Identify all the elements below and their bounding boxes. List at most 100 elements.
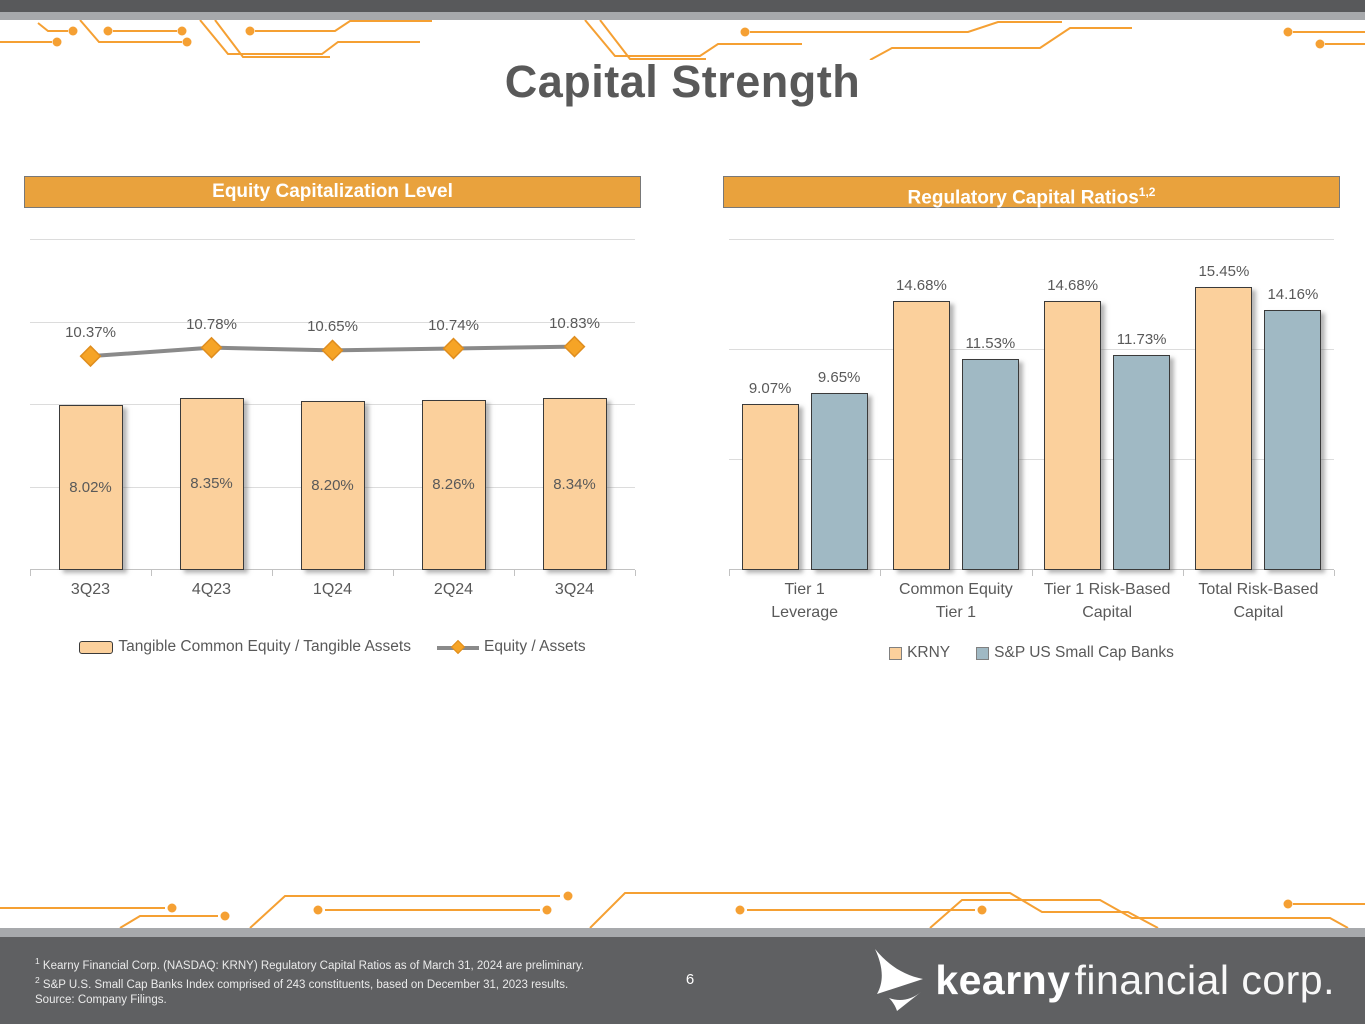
footnote-source: Source: Company Filings.: [35, 993, 167, 1006]
x-axis-label: 1Q24: [312, 581, 353, 598]
footnotes: 1 Kearny Financial Corp. (NASDAQ: KRNY) …: [35, 954, 584, 1007]
x-axis-label: Common Equity Tier 1: [898, 581, 1013, 621]
bar-3Q23: 8.02%: [58, 404, 123, 570]
axis-tick: [272, 570, 273, 576]
regulatory-chart-header: Regulatory Capital Ratios1,2: [723, 176, 1340, 208]
sp-banks-swatch-icon: [976, 646, 990, 660]
bar-swatch-icon: [79, 640, 114, 654]
x-axis-label: Total Risk-Based Capital: [1198, 581, 1319, 621]
bar-data-label: 9.65%: [817, 369, 861, 387]
diamond-marker-icon: [79, 345, 102, 368]
regulatory-chart-title-superscript: 1,2: [1138, 185, 1156, 199]
bar-3Q24: 8.34%: [542, 398, 607, 570]
equity-assets-line: [79, 335, 586, 368]
line-data-label: 10.74%: [428, 316, 479, 334]
axis-tick: [880, 570, 882, 576]
legend-item-sp-banks: S&P US Small Cap Banks: [976, 644, 1174, 662]
equity-chart-plot: 8.02% 8.35% 8.20% 8.26% 8.34% 10.37% 10.78% 10.…: [30, 239, 636, 576]
gridline: [30, 239, 635, 240]
bar-krny: [1195, 286, 1253, 570]
bar-data-label: 8.02%: [69, 478, 112, 496]
bar-data-label: 9.07%: [748, 379, 792, 397]
bar-data-label: 14.16%: [1267, 286, 1319, 304]
gridline: [30, 321, 635, 323]
bar-data-label: 11.73%: [1116, 330, 1167, 348]
page-number: 6: [685, 971, 695, 988]
x-axis-label: 3Q24: [554, 581, 595, 598]
axis-tick: [393, 570, 394, 576]
diamond-marker-icon: [200, 336, 223, 359]
diamond-marker-icon: [563, 335, 586, 358]
logo-text: kearnyfinancial corp.: [935, 956, 1335, 1003]
regulatory-chart-x-axis-labels: Tier 1 Leverage Common Equity Tier 1 Tier 1 …: [729, 578, 1334, 624]
line-data-label: 10.83%: [549, 314, 600, 332]
legend-label: Equity / Assets: [483, 638, 586, 655]
footnote-1: 1 Kearny Financial Corp. (NASDAQ: KRNY) …: [35, 956, 585, 972]
bar-s-p-us-small-cap-banks: [1113, 354, 1171, 570]
equity-chart-header: Equity Capitalization Level: [24, 176, 641, 208]
axis-tick: [635, 570, 636, 576]
line-data-label: 10.65%: [307, 318, 358, 336]
krny-swatch-icon: [889, 646, 903, 660]
equity-capitalization-chart: Equity Capitalization Level 8.02% 8.35% 8.…: [24, 176, 641, 696]
x-axis-label: 4Q23: [191, 581, 232, 598]
regulatory-chart-title: Regulatory Capital Ratios: [907, 187, 1139, 209]
circuit-pattern-top-decoration: [0, 20, 1365, 60]
bar-s-p-us-small-cap-banks: [810, 393, 868, 570]
bar-data-label: 14.68%: [895, 276, 947, 294]
diamond-marker-icon: [321, 339, 344, 362]
top-dark-bar: [0, 0, 1365, 12]
axis-tick: [1334, 570, 1335, 576]
bar-krny: [1044, 300, 1102, 570]
line-data-label: 10.78%: [186, 315, 237, 333]
x-axis-label: 3Q23: [70, 581, 111, 598]
bar-data-label: 14.68%: [1047, 276, 1099, 294]
x-axis-label: 2Q24: [433, 581, 474, 598]
bar-data-label: 8.20%: [311, 476, 354, 494]
legend-label: S&P US Small Cap Banks: [994, 644, 1174, 661]
legend-item-tce-ta: Tangible Common Equity / Tangible Assets: [79, 638, 411, 656]
bar-krny: [741, 403, 799, 570]
axis-tick: [30, 570, 31, 576]
x-axis-label: Tier 1 Risk-Based Capital: [1043, 581, 1171, 621]
equity-chart-title: Equity Capitalization Level: [212, 181, 453, 202]
gridline: [729, 239, 1334, 240]
bar-4Q23: 8.35%: [179, 397, 244, 570]
bar-data-label: 8.35%: [190, 475, 233, 493]
bar-data-label: 8.26%: [432, 476, 475, 494]
bar-s-p-us-small-cap-banks: [961, 358, 1019, 570]
footnote-2: 2 S&P U.S. Small Cap Banks Index compris…: [35, 975, 569, 992]
page-title: Capital Strength: [504, 56, 861, 107]
equity-chart-x-axis-labels: 3Q23 4Q23 1Q24 2Q24 3Q24: [30, 578, 635, 601]
bar-s-p-us-small-cap-banks: [1264, 310, 1322, 570]
axis-tick: [1031, 570, 1033, 576]
x-axis-label: Tier 1 Leverage: [771, 581, 838, 621]
gridline: [729, 569, 1334, 570]
axis-tick: [1182, 570, 1184, 576]
bar-data-label: 8.34%: [553, 475, 596, 493]
equity-chart-legend: Tangible Common Equity / Tangible Assets…: [24, 638, 641, 656]
bar-data-label: 15.45%: [1198, 262, 1250, 280]
axis-tick: [514, 570, 515, 576]
regulatory-capital-chart: Regulatory Capital Ratios1,2 9.07% 14.68%…: [723, 176, 1340, 696]
bar-data-label: 11.53%: [965, 334, 1016, 352]
axis-tick: [729, 570, 730, 576]
bottom-light-bar: [0, 928, 1365, 937]
gridline: [729, 349, 1334, 350]
line-data-label: 10.37%: [65, 324, 116, 342]
company-logo: kearnyfinancial corp.: [869, 949, 1335, 1011]
circuit-pattern-bottom-decoration: [0, 891, 1365, 928]
bar-2Q24: 8.26%: [421, 399, 486, 570]
legend-item-equity-assets: Equity / Assets: [436, 638, 586, 656]
regulatory-chart-legend: KRNY S&P US Small Cap Banks: [723, 644, 1340, 662]
top-light-bar: [0, 12, 1365, 20]
line-diamond-swatch-icon: [436, 639, 479, 655]
regulatory-chart-plot: 9.07% 14.68% 14.68% 15.45% 9.65% 11.53% 11.73%…: [729, 239, 1335, 576]
kearny-star-icon: [875, 949, 924, 1011]
legend-label: KRNY: [907, 644, 951, 661]
axis-tick: [151, 570, 152, 576]
footer: 1 Kearny Financial Corp. (NASDAQ: KRNY) …: [0, 937, 1365, 1024]
diamond-marker-icon: [442, 337, 465, 360]
bar-krny: [892, 300, 950, 570]
